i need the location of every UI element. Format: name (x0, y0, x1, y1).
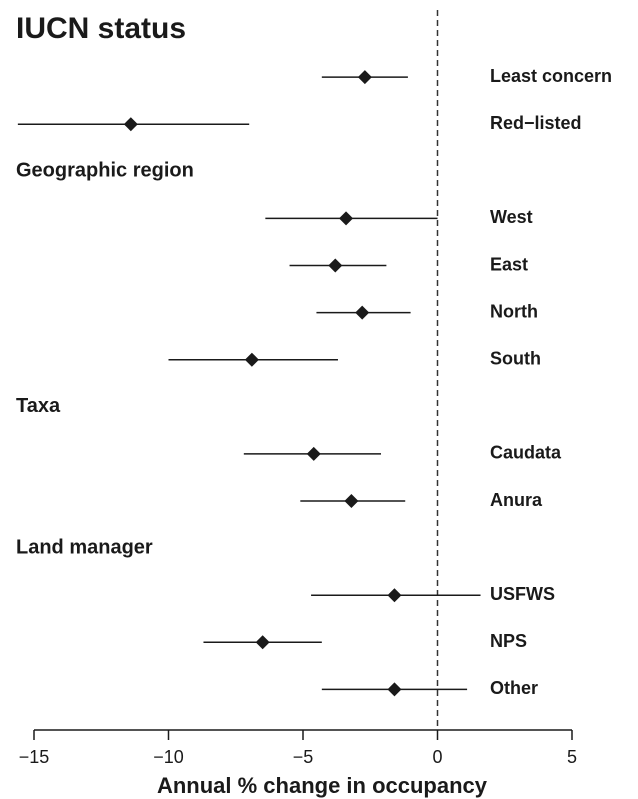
estimate-marker (255, 635, 270, 650)
x-tick-label: 5 (567, 747, 577, 767)
estimate-marker (306, 446, 321, 461)
row-label: Other (490, 678, 538, 698)
row-label: Anura (490, 490, 543, 510)
row-label: Least concern (490, 66, 612, 86)
x-tick-label: −5 (293, 747, 314, 767)
estimate-marker (339, 211, 354, 226)
group-title: Land manager (16, 536, 153, 558)
row-label: North (490, 301, 538, 321)
group-title: Taxa (16, 395, 61, 417)
x-tick-label: −15 (19, 747, 50, 767)
x-axis-label: Annual % change in occupancy (157, 773, 488, 798)
estimate-marker (357, 70, 372, 85)
x-tick-label: −10 (153, 747, 184, 767)
estimate-marker (387, 588, 402, 603)
group-title: IUCN status (16, 12, 186, 45)
row-label: NPS (490, 631, 527, 651)
estimate-marker (344, 494, 359, 508)
estimate-marker (355, 305, 370, 320)
group-title: Geographic region (16, 160, 194, 182)
x-tick-label: 0 (432, 747, 442, 767)
row-label: Caudata (490, 443, 562, 463)
row-label: Red−listed (490, 113, 582, 133)
estimate-marker (387, 682, 402, 697)
estimate-marker (123, 117, 138, 132)
row-label: USFWS (490, 584, 555, 604)
row-label: South (490, 348, 541, 368)
estimate-marker (244, 352, 259, 367)
row-label: West (490, 207, 533, 227)
row-label: East (490, 254, 528, 274)
estimate-marker (328, 258, 343, 273)
